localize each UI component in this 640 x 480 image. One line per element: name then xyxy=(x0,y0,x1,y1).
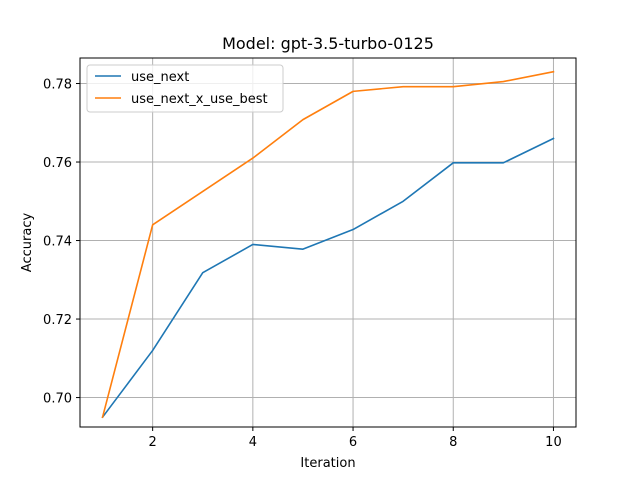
series-lines xyxy=(101,70,555,419)
x-tick-label: 10 xyxy=(545,435,562,450)
legend: use_next use_next_x_use_best xyxy=(86,64,284,113)
x-tick-label: 6 xyxy=(349,435,357,450)
legend-label-use-next-x-use-best: use_next_x_use_best xyxy=(131,92,268,107)
y-tick-label: 0.70 xyxy=(43,392,72,407)
series-line-use-next-x-use-best xyxy=(101,70,555,419)
chart-title: Model: gpt-3.5-turbo-0125 xyxy=(222,34,434,53)
y-axis-label: Accuracy xyxy=(20,213,35,273)
y-tick-label: 0.78 xyxy=(43,78,72,93)
grid-lines xyxy=(80,58,576,427)
y-tick-label: 0.72 xyxy=(43,313,72,328)
x-tick-label: 8 xyxy=(449,435,457,450)
y-tick-label: 0.76 xyxy=(43,156,72,171)
y-tick-label: 0.74 xyxy=(43,235,72,250)
x-tick-label: 2 xyxy=(149,435,157,450)
plot-area-frame xyxy=(79,57,577,428)
legend-label-use-next: use_next xyxy=(131,70,189,85)
x-axis-label: Iteration xyxy=(300,456,355,471)
axis-ticks: 2 4 6 8 10 0.70 0.72 0.74 0.76 0.78 xyxy=(43,78,562,450)
legend-box xyxy=(86,64,284,113)
series-line-use-next xyxy=(101,137,555,419)
x-tick-label: 4 xyxy=(249,435,257,450)
